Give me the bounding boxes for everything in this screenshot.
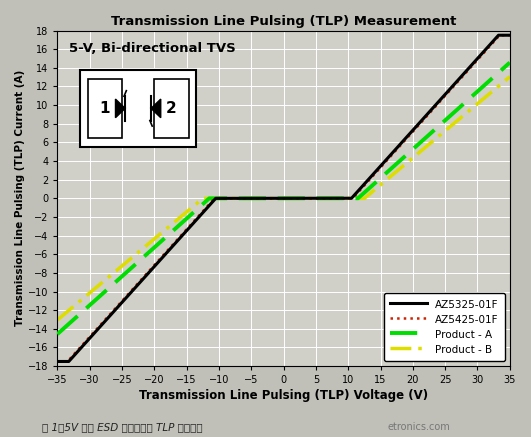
AZ5325-01F: [449, 84, 456, 89]
Product - B: [133, 252, 139, 257]
Text: 1: 1: [100, 101, 110, 116]
Text: 2: 2: [166, 101, 177, 116]
Text: 5-V, Bi-directional TVS: 5-V, Bi-directional TVS: [68, 42, 235, 55]
AZ5425-01F: [496, 33, 503, 38]
Line: AZ5425-01F: AZ5425-01F: [57, 35, 510, 361]
Product - B: [54, 317, 61, 323]
Bar: [155, 79, 189, 138]
AZ5325-01F: [228, 196, 234, 201]
AZ5325-01F: [507, 33, 513, 38]
Bar: [88, 79, 122, 138]
Text: etronics.com: etronics.com: [388, 423, 450, 433]
Legend: AZ5325-01F, AZ5425-01F, Product - A, Product - B: AZ5325-01F, AZ5425-01F, Product - A, Pro…: [384, 292, 504, 361]
AZ5425-01F: [106, 313, 112, 318]
Product - A: [133, 261, 139, 267]
AZ5325-01F: [498, 33, 504, 38]
Line: Product - A: Product - A: [57, 62, 510, 334]
AZ5425-01F: [133, 283, 139, 288]
Title: Transmission Line Pulsing (TLP) Measurement: Transmission Line Pulsing (TLP) Measurem…: [111, 15, 456, 28]
X-axis label: Transmission Line Pulsing (TLP) Voltage (V): Transmission Line Pulsing (TLP) Voltage …: [139, 389, 428, 402]
AZ5325-01F: [54, 359, 61, 364]
Product - A: [498, 68, 504, 73]
AZ5425-01F: [498, 33, 504, 38]
Text: 图 1：5V 双向 ESD 保护组件的 TLP 测试曲线: 图 1：5V 双向 ESD 保护组件的 TLP 测试曲线: [42, 423, 203, 433]
Product - B: [228, 196, 234, 201]
AZ5425-01F: [54, 359, 61, 364]
Product - B: [106, 274, 112, 279]
AZ5425-01F: [247, 196, 254, 201]
Product - A: [449, 111, 456, 117]
Product - A: [228, 196, 234, 201]
Line: AZ5325-01F: AZ5325-01F: [57, 35, 510, 361]
Product - B: [498, 82, 504, 87]
Y-axis label: Transmission Line Pulsing (TLP) Current (A): Transmission Line Pulsing (TLP) Current …: [15, 70, 25, 326]
Product - A: [106, 285, 112, 291]
Product - A: [507, 60, 513, 65]
AZ5425-01F: [228, 196, 234, 201]
AZ5325-01F: [247, 196, 254, 201]
Bar: [80, 70, 196, 147]
Product - A: [54, 332, 61, 337]
AZ5325-01F: [133, 284, 139, 290]
AZ5325-01F: [106, 314, 112, 319]
Product - B: [449, 122, 456, 128]
Product - B: [247, 196, 254, 201]
AZ5425-01F: [449, 85, 456, 90]
AZ5325-01F: [495, 33, 502, 38]
AZ5425-01F: [507, 33, 513, 38]
Polygon shape: [151, 99, 161, 118]
Line: Product - B: Product - B: [57, 77, 510, 320]
Polygon shape: [115, 99, 125, 118]
Product - A: [247, 196, 254, 201]
Product - B: [507, 74, 513, 80]
